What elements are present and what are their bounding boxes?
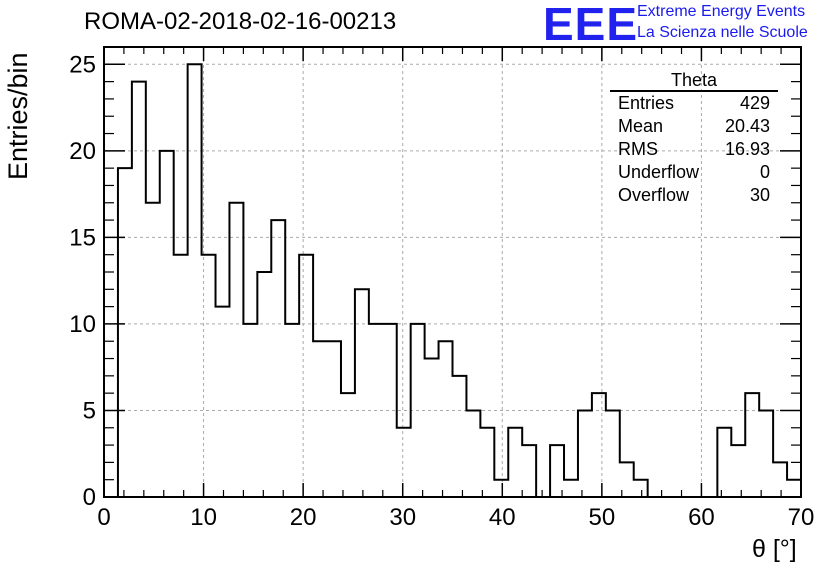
histogram-bin: [271, 220, 285, 497]
stats-row-mean: Mean 20.43: [610, 115, 778, 138]
stats-label: RMS: [618, 139, 658, 159]
logo-line-2: La Scienza nelle Scuole: [637, 24, 808, 41]
histogram-bin: [508, 428, 522, 497]
histogram-bin: [216, 307, 230, 497]
stats-value: 20.43: [724, 116, 770, 136]
histogram-bin: [397, 428, 411, 497]
y-tick-label: 5: [83, 397, 96, 424]
logo-line-1: Extreme Energy Events: [637, 3, 806, 20]
histogram-bin: [313, 341, 327, 497]
histogram-bin: [411, 324, 425, 497]
axis-tick-labels: 0 10 20 30 40 50 60 70 0 5 10 15 20 25: [69, 51, 814, 531]
histogram-bin: [453, 376, 467, 497]
x-tick-label: 0: [97, 504, 110, 531]
histogram-bin: [229, 203, 243, 497]
histogram-bin: [745, 393, 759, 497]
x-axis-label: θ [°]: [752, 535, 797, 563]
eee-logo-mark: EEE: [543, 0, 639, 50]
stats-row-rms: RMS 16.93: [610, 138, 778, 161]
histogram-bin: [439, 341, 453, 497]
histogram-bin: [257, 272, 271, 497]
histogram-bin: [188, 64, 202, 497]
stats-value: 429: [739, 93, 770, 113]
y-tick-label: 20: [69, 138, 96, 165]
histogram-bin: [466, 410, 480, 497]
x-tick-label: 60: [688, 504, 715, 531]
histogram-bin: [146, 203, 160, 497]
stats-value: 30: [749, 185, 770, 205]
histogram-bin: [550, 445, 564, 497]
y-axis-label: Entries/bin: [3, 52, 33, 180]
histogram-bin: [425, 359, 439, 497]
histogram-bin: [494, 480, 508, 497]
histogram-bin: [383, 324, 397, 497]
x-tick-label: 30: [389, 504, 416, 531]
stats-row-overflow: Overflow 30: [610, 184, 778, 207]
histogram-bin: [132, 82, 146, 497]
stats-row-entries: Entries 429: [610, 92, 778, 115]
stats-label: Overflow: [618, 185, 690, 205]
histogram-bin: [160, 151, 174, 497]
histogram-bin: [202, 255, 216, 497]
histogram-bin: [174, 255, 188, 497]
histogram-bin: [759, 410, 773, 497]
stats-label: Mean: [618, 116, 664, 136]
histogram-bin: [634, 480, 648, 497]
stats-label: Underflow: [618, 162, 700, 182]
x-tick-label: 50: [589, 504, 616, 531]
histogram-bin: [606, 410, 620, 497]
grid-lines: [104, 47, 801, 497]
histogram-bin: [327, 341, 341, 497]
axis-ticks: [103, 46, 802, 498]
histogram-bin: [592, 393, 606, 497]
chart-title: ROMA-02-2018-02-16-00213: [84, 8, 397, 35]
histogram-bin: [717, 428, 731, 497]
stats-row-underflow: Underflow 0: [610, 161, 778, 184]
histogram-bin: [564, 480, 578, 497]
x-tick-label: 70: [788, 504, 815, 531]
y-tick-label: 25: [69, 51, 96, 78]
histogram-bin: [243, 324, 257, 497]
histogram-bin: [285, 324, 299, 497]
y-tick-label: 15: [69, 224, 96, 251]
histogram-bin: [480, 428, 494, 497]
histogram-bin: [299, 255, 313, 497]
x-tick-label: 20: [290, 504, 317, 531]
histogram-bin: [341, 393, 355, 497]
histogram-bin: [369, 324, 383, 497]
y-tick-label: 10: [69, 311, 96, 338]
histogram-bin: [773, 462, 787, 497]
x-tick-label: 40: [489, 504, 516, 531]
stats-title: Theta: [610, 70, 778, 92]
stats-box: Theta Entries 429 Mean 20.43 RMS 16.93 U…: [610, 70, 778, 207]
x-tick-label: 10: [190, 504, 217, 531]
histogram-bin: [731, 445, 745, 497]
stats-value: 0: [759, 162, 770, 182]
y-tick-label: 0: [83, 484, 96, 511]
histogram-bin: [355, 289, 369, 497]
histogram-bin: [578, 410, 592, 497]
histogram-bin: [522, 445, 536, 497]
stats-label: Entries: [618, 93, 675, 113]
histogram-bin: [787, 480, 801, 497]
stats-value: 16.93: [724, 139, 770, 159]
histogram-bin: [118, 168, 132, 497]
